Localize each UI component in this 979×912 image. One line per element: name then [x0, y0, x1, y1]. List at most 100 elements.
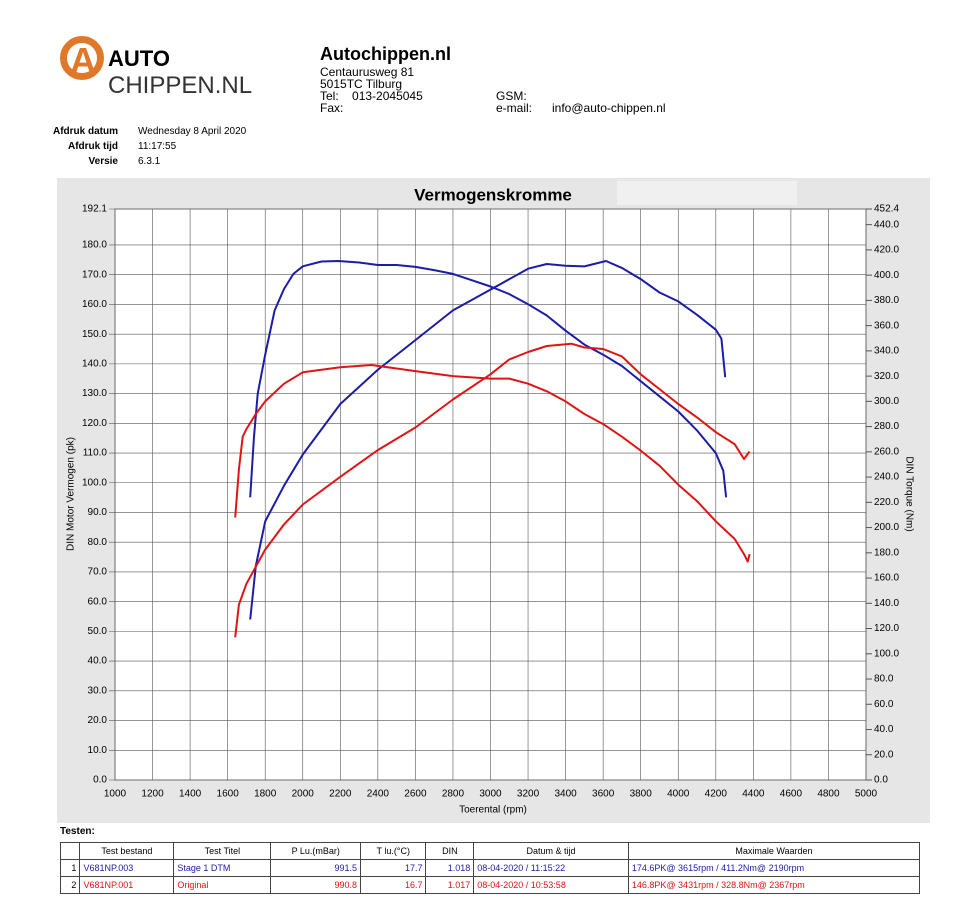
x-tick-label: 1800 — [254, 789, 277, 800]
address-line: 5015TC Tilburg — [320, 77, 403, 91]
y-tick-label: 60.0 — [88, 596, 108, 607]
curve — [249, 260, 728, 498]
y2-tick-label: 400.0 — [874, 270, 899, 281]
table-row: 1 V681NP.003 Stage 1 DTM 991.5 17.7 1.018 08-0… — [59, 859, 921, 877]
info-row: Afdruk datum Wednesday 8 April 2020 — [40, 124, 246, 139]
column-header: P Lu.(mBar) — [270, 842, 362, 860]
x-tick-label: 4800 — [817, 789, 840, 800]
y-tick-label: 30.0 — [88, 685, 108, 696]
y2-tick-label: 340.0 — [874, 346, 899, 357]
y2-tick-label: 420.0 — [874, 245, 899, 256]
y2-tick-label: 80.0 — [874, 674, 894, 685]
curve — [234, 364, 751, 563]
x-tick-label: 1400 — [179, 789, 202, 800]
logo-ring — [60, 36, 104, 80]
y2-tick-label: 60.0 — [874, 699, 894, 710]
y-tick-label: 140.0 — [82, 359, 107, 370]
info-label: Afdruk datum — [53, 126, 118, 137]
table-cell: 17.7 — [360, 859, 427, 877]
y2-tick-label: 40.0 — [874, 724, 894, 735]
x-tick-label: 3800 — [630, 789, 653, 800]
y-tick-label: 192.1 — [82, 204, 107, 215]
title-box — [617, 181, 797, 205]
x-tick-label: 2800 — [442, 789, 465, 800]
table-cell: 146.8PK@ 3431rpm / 328.8Nm@ 2367rpm — [627, 876, 921, 894]
logo-top: AUTO — [108, 46, 170, 71]
x-tick-label: 2400 — [367, 789, 390, 800]
table-cell: 1.017 — [425, 876, 475, 894]
table-cell: 990.8 — [270, 876, 362, 894]
table-cell: 1 — [59, 859, 81, 877]
y2-tick-label: 260.0 — [874, 446, 899, 457]
tel-value: 013-2045045 — [352, 89, 423, 103]
table-cell: 16.7 — [360, 876, 427, 894]
y-axis-label: DIN Motor Vermogen (pk) — [66, 437, 77, 551]
y-tick-label: 170.0 — [82, 269, 107, 280]
table-row: 2 V681NP.001 Original 990.8 16.7 1.017 08-04-2… — [59, 876, 921, 894]
company: Autochippen.nl — [320, 44, 451, 64]
y-tick-label: 10.0 — [88, 745, 108, 756]
column-header: Test Titel — [173, 842, 272, 860]
curve — [234, 342, 751, 638]
fax-label: Fax: — [320, 101, 344, 115]
table-cell: Stage 1 DTM — [173, 859, 272, 877]
x-tick-label: 2600 — [404, 789, 427, 800]
y-tick-label: 40.0 — [88, 656, 108, 667]
x-tick-label: 1600 — [217, 789, 240, 800]
y2-axis-label: DIN Torque (Nm) — [903, 456, 914, 531]
x-tick-label: 2000 — [292, 789, 315, 800]
x-tick-label: 2200 — [329, 789, 352, 800]
info-row: Versie 6.3.1 — [40, 154, 246, 169]
x-axis-label: Toerental (rpm) — [459, 805, 527, 816]
x-tick-label: 3600 — [592, 789, 615, 800]
y-tick-label: 20.0 — [88, 715, 108, 726]
y-tick-label: 90.0 — [88, 507, 108, 518]
y-tick-label: 110.0 — [83, 448, 108, 459]
y2-tick-label: 20.0 — [874, 749, 894, 760]
chart-title: Vermogenskromme — [414, 185, 572, 204]
y-tick-label: 80.0 — [88, 537, 108, 548]
column-header: DIN — [425, 842, 475, 860]
x-tick-label: 1000 — [104, 789, 127, 800]
y-tick-label: 0.0 — [93, 775, 107, 786]
table-cell: 991.5 — [270, 859, 362, 877]
gsm-label: GSM: — [496, 89, 527, 103]
table-cell: 08-04-2020 / 11:15:22 — [473, 859, 629, 877]
x-tick-label: 3000 — [479, 789, 502, 800]
email-label: e-mail: — [496, 101, 533, 115]
x-tick-label: 4600 — [780, 789, 803, 800]
info-label: Afdruk tijd — [68, 141, 118, 152]
header-row: Test bestand Test Titel P Lu.(mBar) T lu.(°… — [59, 842, 921, 860]
y-tick-label: 100.0 — [82, 477, 107, 488]
y2-tick-label: 180.0 — [874, 547, 899, 558]
table-cell: Original — [173, 876, 272, 894]
tel-label: Tel: — [320, 89, 339, 103]
y2-tick-label: 300.0 — [874, 396, 899, 407]
y2-tick-label: 200.0 — [874, 522, 899, 533]
y2-tick-label: 440.0 — [874, 219, 899, 230]
curve — [249, 260, 727, 620]
info-label: Versie — [88, 156, 118, 167]
table-cell: V681NP.003 — [79, 859, 175, 877]
address-line: Centaurusweg 81 — [320, 65, 415, 79]
x-tick-label: 1200 — [141, 789, 164, 800]
y-tick-label: 120.0 — [82, 418, 107, 429]
test-table: Test bestand Test Titel P Lu.(mBar) T lu.(°… — [59, 842, 921, 894]
logo-letter: A — [70, 40, 96, 81]
y2-tick-label: 240.0 — [874, 472, 899, 483]
y2-tick-label: 0.0 — [874, 775, 888, 786]
y-tick-label: 50.0 — [88, 626, 108, 637]
info-row: Afdruk tijd 11:17:55 — [40, 139, 246, 154]
x-tick-label: 3200 — [517, 789, 540, 800]
table-cell: V681NP.001 — [79, 876, 175, 894]
table-cell: 2 — [59, 876, 81, 894]
y2-tick-label: 452.4 — [874, 204, 899, 215]
y-tick-label: 180.0 — [82, 240, 107, 251]
logo-bottom: CHIPPEN.NL — [108, 72, 253, 99]
info-value: 6.3.1 — [138, 156, 161, 167]
table-label: Testen: — [60, 826, 95, 837]
column-header: Maximale Waarden — [627, 842, 921, 860]
y-tick-label: 70.0 — [88, 567, 108, 578]
chart: Vermogenskromme Toerental (rpm) DIN Moto… — [57, 178, 930, 823]
